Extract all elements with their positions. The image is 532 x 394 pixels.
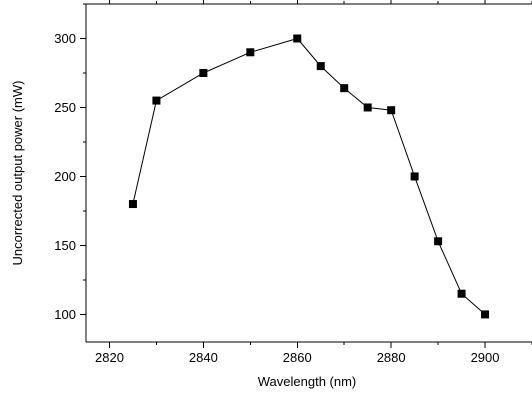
axes-layer <box>80 0 532 348</box>
data-point-marker <box>199 68 208 77</box>
data-point-marker <box>434 237 443 246</box>
data-point-marker <box>410 172 419 181</box>
x-tick-label: 2880 <box>377 350 406 365</box>
x-tick-label: 2820 <box>95 350 124 365</box>
data-point-marker <box>293 34 302 43</box>
data-point-marker <box>246 48 255 57</box>
y-tick-label: 300 <box>54 31 76 46</box>
data-point-marker <box>457 289 466 298</box>
y-tick-label: 250 <box>54 100 76 115</box>
y-tick-label: 150 <box>54 238 76 253</box>
data-point-marker <box>316 62 325 71</box>
labels-layer: 2820 2840 2860 2880 2900 100 150 200 250 300 Wavel… <box>10 31 500 389</box>
x-tick-label: 2900 <box>471 350 500 365</box>
data-point-marker <box>387 106 396 115</box>
data-point-marker <box>363 103 372 112</box>
data-point-marker <box>152 96 161 105</box>
x-tick-label: 2840 <box>189 350 218 365</box>
data-point-marker <box>340 84 349 93</box>
series-line <box>132 37 486 315</box>
data-point-marker <box>128 200 137 209</box>
x-axis-title: Wavelength (nm) <box>258 374 357 389</box>
y-axis-title: Uncorrected output power (mW) <box>10 81 25 266</box>
y-tick-label: 200 <box>54 169 76 184</box>
data-point-marker <box>481 310 490 319</box>
x-tick-label: 2860 <box>283 350 312 365</box>
y-tick-label: 100 <box>54 307 76 322</box>
series-layer <box>128 34 490 319</box>
